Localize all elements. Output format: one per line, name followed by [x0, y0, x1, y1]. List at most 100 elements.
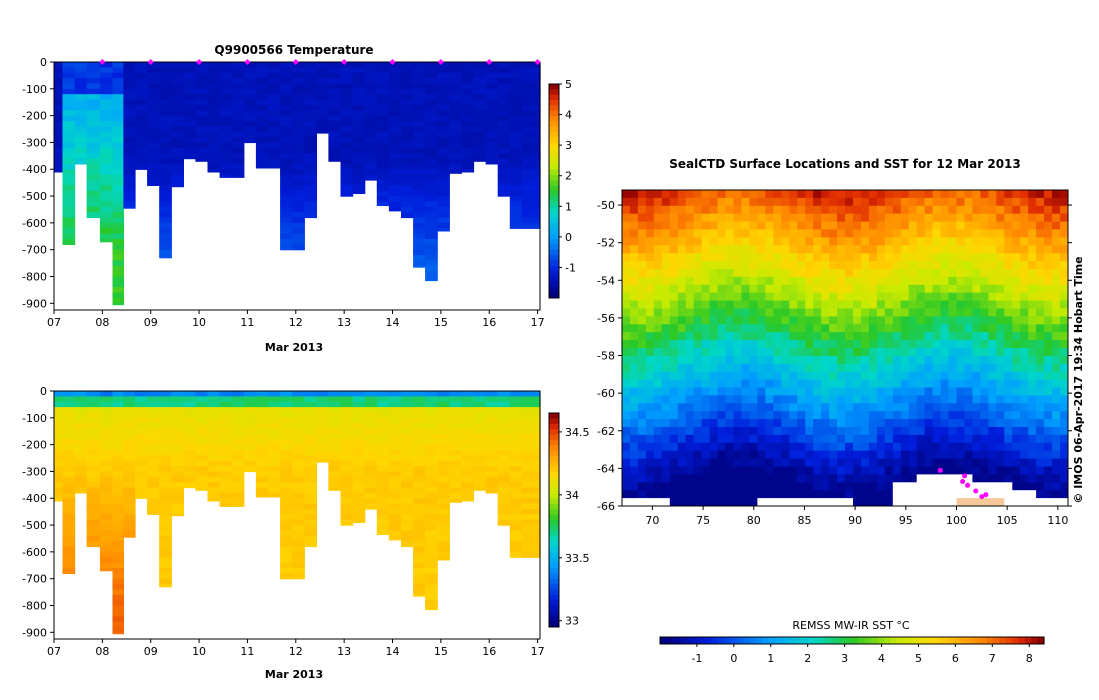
sst-cell [1020, 285, 1028, 293]
sst-cell [773, 277, 782, 285]
temperature-colorbar: 543210-1 [549, 78, 576, 299]
sst-cell [710, 316, 719, 324]
sst-cell [917, 419, 926, 427]
section-cell [159, 573, 172, 579]
sst-cell [949, 388, 958, 396]
section-cell [195, 439, 208, 445]
sst-cell [749, 411, 758, 419]
sst-cell [765, 443, 774, 451]
sst-cell [654, 301, 663, 309]
section-cell [147, 137, 160, 143]
sst-cell [734, 451, 743, 459]
sst-cell [933, 395, 942, 403]
sst-cell [662, 261, 671, 269]
section-cell [522, 159, 541, 165]
sst-cell [996, 245, 1005, 253]
sst-cell [765, 459, 774, 467]
section-cell [256, 450, 269, 456]
section-cell [304, 153, 317, 159]
sst-cell [630, 467, 639, 475]
section-cell [461, 83, 474, 89]
ice-cell [957, 490, 966, 498]
sst-cell [622, 245, 631, 253]
sst-cell [972, 451, 981, 459]
y-tick-label: -600 [22, 217, 47, 230]
sst-cell [957, 435, 966, 443]
sst-cell [654, 372, 663, 380]
sst-cell [646, 269, 655, 277]
sst-cell [853, 237, 862, 245]
sst-cell [749, 285, 758, 293]
sst-cell [909, 474, 918, 482]
sst-cell [1060, 261, 1069, 269]
section-cell [244, 429, 257, 435]
section-cell [425, 244, 438, 250]
section-cell [113, 293, 125, 299]
sst-cell [1060, 293, 1069, 301]
sst-cell [670, 293, 679, 301]
sst-cell [694, 388, 703, 396]
sst-cell [773, 190, 782, 198]
section-cell [425, 439, 438, 445]
sst-cell [813, 316, 822, 324]
section-cell [498, 509, 511, 515]
sst-cell [630, 316, 639, 324]
section-cell [75, 466, 88, 472]
section-cell [135, 121, 148, 127]
sst-cell [718, 459, 727, 467]
sst-cell [718, 364, 727, 372]
sst-cell [734, 427, 743, 435]
section-cell [135, 94, 148, 100]
sst-cell [1052, 293, 1061, 301]
sst-cell [1036, 214, 1045, 222]
sst-cell [813, 253, 822, 261]
sst-cell [805, 269, 814, 277]
sst-cell [988, 309, 997, 317]
section-cell [425, 541, 438, 547]
sst-cell [861, 237, 870, 245]
section-cell [510, 207, 523, 213]
section-cell [63, 488, 76, 494]
sst-cell [678, 230, 687, 238]
sst-cell [1044, 372, 1053, 380]
section-cell [113, 244, 125, 250]
section-cell [389, 148, 402, 154]
section-cell [449, 126, 462, 132]
section-cell [510, 466, 523, 472]
section-cell [135, 445, 148, 451]
sst-cell [654, 245, 663, 253]
sst-cell [638, 435, 647, 443]
sst-cell [877, 451, 886, 459]
sst-cell [646, 356, 655, 364]
section-cell [353, 407, 366, 413]
sst-cell [1052, 277, 1061, 285]
sst-cell [781, 419, 790, 427]
section-cell [256, 461, 269, 467]
section-cell [389, 471, 402, 477]
section-cell [183, 402, 196, 408]
sst-cell [917, 253, 926, 261]
section-cell [87, 132, 101, 138]
sst-cell [718, 403, 727, 411]
sst-cell [949, 261, 958, 269]
section-cell [135, 482, 148, 488]
ice-cell [909, 482, 918, 490]
section-cell [113, 525, 125, 531]
section-cell [159, 391, 172, 397]
section-cell [316, 94, 329, 100]
sst-cell [1004, 332, 1013, 340]
sst-cell [813, 411, 822, 419]
section-cell [280, 514, 293, 520]
section-cell [365, 493, 378, 499]
section-cell [365, 105, 378, 111]
section-cell [54, 493, 63, 499]
sst-cell [893, 372, 902, 380]
sst-cell [813, 269, 822, 277]
section-cell [63, 509, 76, 515]
sst-cell [622, 490, 631, 498]
sst-cell [686, 301, 695, 309]
sst-cell [765, 214, 774, 222]
sst-cell [662, 222, 671, 230]
section-cell [54, 67, 63, 73]
ice-cell [996, 482, 1005, 490]
